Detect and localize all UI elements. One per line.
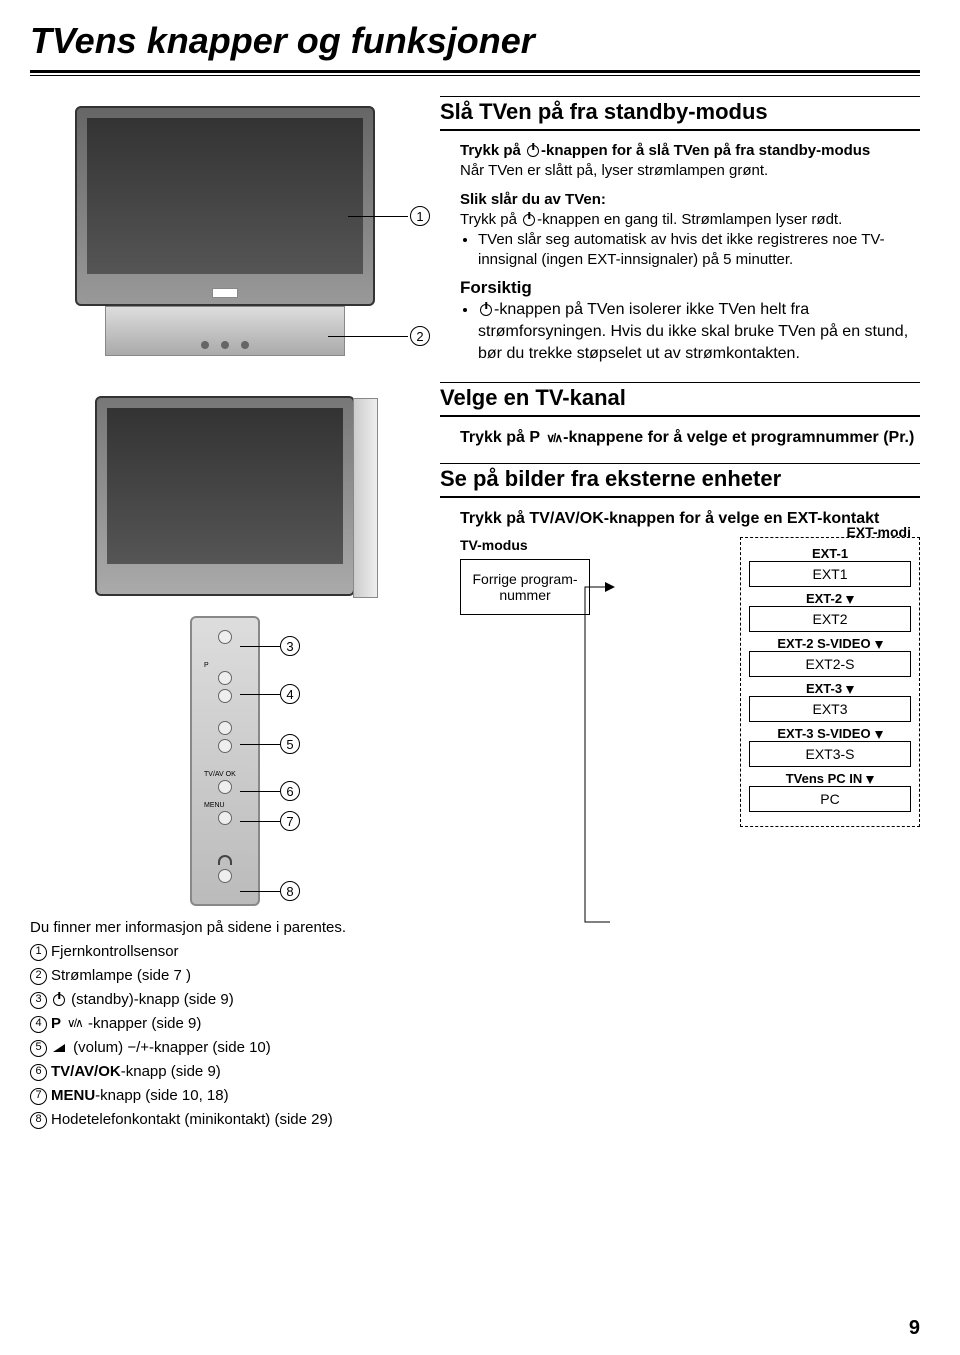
legend-4a: P xyxy=(51,1015,65,1032)
ext2s-label: EXT-2 S-VIDEO xyxy=(777,636,870,651)
ext3-label: EXT-3 xyxy=(806,681,842,696)
pcin-label: TVens PC IN xyxy=(786,771,863,786)
arrow-down-icon xyxy=(846,596,854,604)
volume-icon xyxy=(53,1044,67,1052)
kanal-heading: Velge en TV-kanal xyxy=(440,385,920,411)
legend-3: (standby)-knapp (side 9) xyxy=(71,991,234,1008)
ext3s-label: EXT-3 S-VIDEO xyxy=(777,726,870,741)
ext-diagram: TV-modus Forrige program-nummer EXT-modi… xyxy=(460,537,920,827)
standby-para2: Når TVen er slått på, lyser strømlampen … xyxy=(460,161,920,181)
tv-side-illustration xyxy=(95,396,355,596)
legend-intro: Du finner mer informasjon på sidene i pa… xyxy=(30,916,420,940)
power-icon xyxy=(480,304,492,316)
standby-para1b: -knappen for å slå TVen på fra standby-m… xyxy=(541,142,870,159)
legend-2: Strømlampe (side 7 ) xyxy=(51,967,191,984)
ext1-label: EXT-1 xyxy=(749,546,911,561)
forsiktig-heading: Forsiktig xyxy=(460,277,920,300)
right-column: Slå TVen på fra standby-modus Trykk på -… xyxy=(440,96,920,1132)
ext-modi-label: EXT-modi xyxy=(749,524,911,540)
ext3-box: EXT3 xyxy=(749,696,911,722)
legend-4b: -knapper (side 9) xyxy=(84,1015,202,1032)
callout-4: 4 xyxy=(280,684,300,704)
arrow-down-icon xyxy=(846,686,854,694)
legend-7: -knapp (side 10, 18) xyxy=(95,1087,228,1104)
callout-8: 8 xyxy=(280,881,300,901)
ext1-box: EXT1 xyxy=(749,561,911,587)
legend: Du finner mer informasjon på sidene i pa… xyxy=(30,916,420,1132)
updown-icon: ∨/∧ xyxy=(546,430,561,446)
ext-heading: Se på bilder fra eksterne enheter xyxy=(440,466,920,492)
slik1a: Trykk på xyxy=(460,211,521,228)
forsiktig-bullet: -knappen på TVen isolerer ikke TVen helt… xyxy=(478,299,920,364)
cycle-arrow xyxy=(580,567,620,947)
power-icon xyxy=(527,145,539,157)
callout-7: 7 xyxy=(280,811,300,831)
callout-6: 6 xyxy=(280,781,300,801)
kanal-a: Trykk på P xyxy=(460,429,544,446)
power-icon xyxy=(53,994,65,1006)
side-panel-illustration: P TV/AV OK MENU xyxy=(190,616,260,906)
legend-1: Fjernkontrollsensor xyxy=(51,943,179,960)
tv-modus-label: TV-modus xyxy=(460,537,590,553)
legend-5pm: −/+ xyxy=(127,1039,149,1056)
headphone-icon xyxy=(218,855,232,865)
standby-para1a: Trykk på xyxy=(460,142,525,159)
standby-heading: Slå TVen på fra standby-modus xyxy=(440,99,920,125)
ext2s-box: EXT2-S xyxy=(749,651,911,677)
legend-5a: (volum) xyxy=(73,1039,127,1056)
panel-label-menu: MENU xyxy=(204,802,252,809)
page-number: 9 xyxy=(909,1317,920,1340)
callout-1: 1 xyxy=(410,206,430,226)
slik-heading: Slik slår du av TVen: xyxy=(460,190,920,210)
callout-2: 2 xyxy=(410,326,430,346)
ext2-label: EXT-2 xyxy=(806,591,842,606)
legend-6b: TV/AV/OK xyxy=(51,1063,121,1080)
ext2-box: EXT2 xyxy=(749,606,911,632)
callout-3: 3 xyxy=(280,636,300,656)
legend-7b: MENU xyxy=(51,1087,95,1104)
kanal-b: -knappene for å velge et programnummer (… xyxy=(563,429,914,446)
tv-stand-illustration xyxy=(105,306,345,356)
updown-icon: ∨/∧ xyxy=(67,1014,82,1033)
left-column: 1 2 P xyxy=(30,96,420,1132)
arrow-down-icon xyxy=(866,776,874,784)
legend-6: -knapp (side 9) xyxy=(121,1063,221,1080)
tv-front-illustration xyxy=(75,106,375,306)
legend-5b: -knapper (side 10) xyxy=(149,1039,271,1056)
slik-bullet: TVen slår seg automatisk av hvis det ikk… xyxy=(478,230,920,271)
pc-box: PC xyxy=(749,786,911,812)
panel-label-tvav: TV/AV OK xyxy=(204,771,252,778)
panel-label-p: P xyxy=(204,662,252,669)
ext3s-box: EXT3-S xyxy=(749,741,911,767)
legend-8: Hodetelefonkontakt (minikontakt) (side 2… xyxy=(51,1111,333,1128)
callout-5: 5 xyxy=(280,734,300,754)
arrow-down-icon xyxy=(875,641,883,649)
ext-modi-box: EXT-modi EXT-1 EXT1 EXT-2 EXT2 EXT-2 S-V… xyxy=(740,537,920,827)
arrow-down-icon xyxy=(875,731,883,739)
page-title: TVens knapper og funksjoner xyxy=(30,20,920,62)
power-icon xyxy=(523,214,535,226)
slik1b: -knappen en gang til. Strømlampen lyser … xyxy=(537,211,842,228)
forrige-box: Forrige program-nummer xyxy=(460,559,590,615)
